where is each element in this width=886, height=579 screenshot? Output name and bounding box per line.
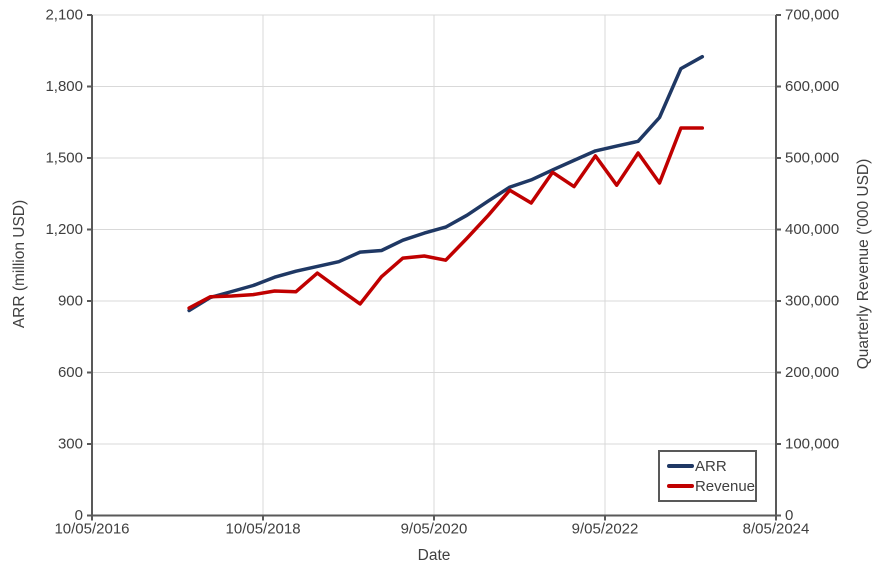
legend-line-icon bbox=[667, 464, 694, 468]
right-axis-title: Quarterly Revenue ('000 USD) bbox=[855, 158, 872, 370]
right-axis-tick-label: 500,000 bbox=[785, 150, 839, 167]
legend-label: Revenue bbox=[694, 477, 755, 495]
left-axis-tick-label: 900 bbox=[58, 293, 83, 310]
series-line-arr bbox=[187, 54, 705, 313]
left-axis-tick-label: 0 bbox=[75, 507, 83, 524]
right-axis-tick-label: 0 bbox=[785, 507, 793, 524]
x-axis-tick-label: 8/05/2024 bbox=[743, 521, 810, 538]
left-axis-tick-label: 1,200 bbox=[45, 221, 83, 238]
left-axis-title: ARR (million USD) bbox=[11, 199, 28, 329]
series-line-revenue bbox=[187, 126, 705, 310]
right-axis-tick-label: 200,000 bbox=[785, 364, 839, 381]
legend-item-revenue: Revenue bbox=[667, 479, 755, 494]
x-axis-tick-label: 10/05/2016 bbox=[54, 521, 129, 538]
legend: ARR Revenue bbox=[658, 450, 757, 502]
legend-line-icon bbox=[667, 484, 694, 488]
x-axis-tick-label: 10/05/2018 bbox=[226, 521, 301, 538]
legend-item-arr: ARR bbox=[667, 459, 755, 474]
right-axis-tick-label: 600,000 bbox=[785, 78, 839, 95]
right-axis-tick-label: 100,000 bbox=[785, 436, 839, 453]
right-axis-tick-label: 400,000 bbox=[785, 221, 839, 238]
x-axis-tick-label: 9/05/2022 bbox=[572, 521, 639, 538]
right-axis-tick-label: 300,000 bbox=[785, 293, 839, 310]
right-axis-tick-label: 700,000 bbox=[785, 7, 839, 24]
left-axis-tick-label: 2,100 bbox=[45, 7, 83, 24]
left-axis-tick-label: 600 bbox=[58, 364, 83, 381]
left-axis-tick-label: 300 bbox=[58, 436, 83, 453]
x-axis-tick-label: 9/05/2020 bbox=[401, 521, 468, 538]
left-axis-tick-label: 1,500 bbox=[45, 150, 83, 167]
x-axis-title: Date bbox=[417, 547, 451, 564]
legend-label: ARR bbox=[695, 457, 727, 475]
left-axis-tick-label: 1,800 bbox=[45, 78, 83, 95]
